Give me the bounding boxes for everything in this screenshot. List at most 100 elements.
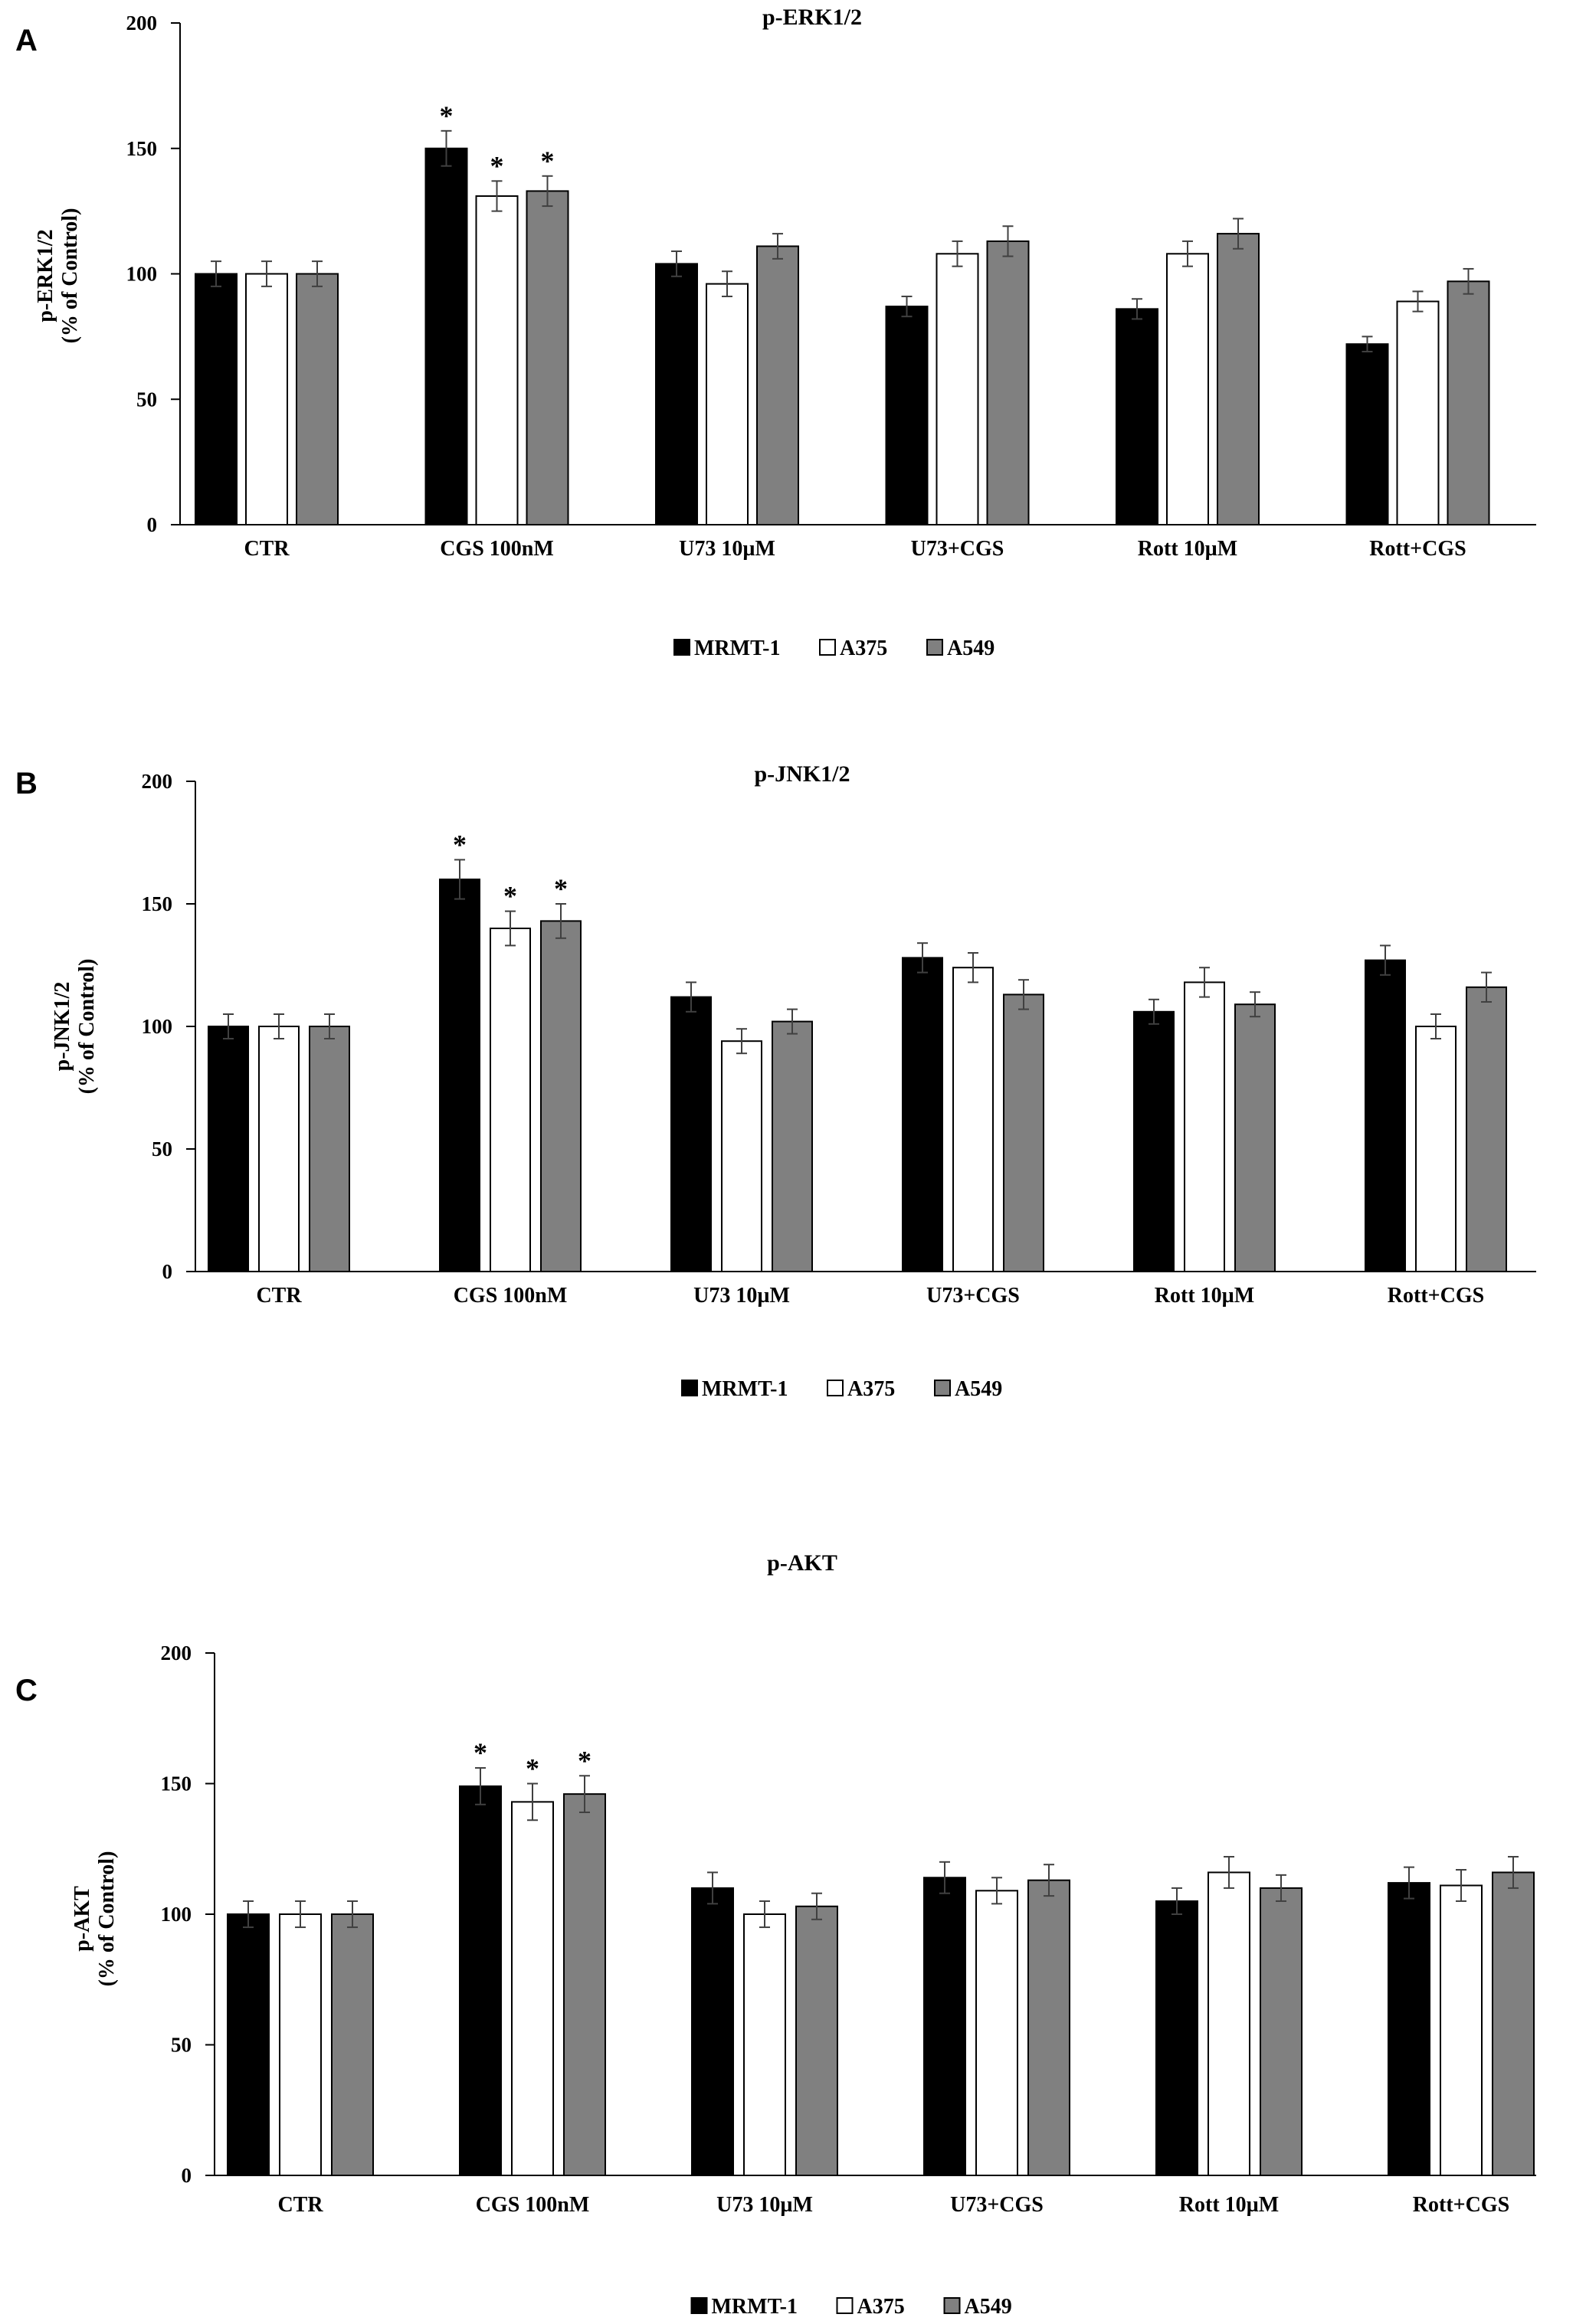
bar-a375 [490,928,531,1272]
x-tick-label: U73+CGS [911,537,1004,561]
x-tick-label: CTR [256,1284,302,1308]
y-axis-label-line: (% of Control) [95,1851,119,1987]
bar-a375 [245,273,288,525]
legend-label: MRMT-1 [694,637,781,660]
x-tick-label: U73 10µM [716,2193,813,2217]
significance-asterisk: * [490,150,504,181]
legend-label: A549 [955,1377,1002,1401]
bar-a549 [526,190,569,526]
bar-mrmt-1 [902,957,943,1273]
legend-label: MRMT-1 [712,2295,798,2319]
bar-a375 [743,1913,786,2176]
y-tick-label: 100 [142,1015,173,1038]
x-tick-label: Rott 10µM [1179,2193,1279,2217]
bar-a375 [721,1040,762,1272]
y-tick-label: 50 [171,2034,192,2057]
bar-a375 [952,967,994,1272]
x-tick-label: Rott 10µM [1138,537,1237,561]
x-tick-label: Rott+CGS [1413,2193,1509,2217]
legend-label: MRMT-1 [702,1377,788,1401]
legend-label: A549 [965,2295,1012,2319]
bar-mrmt-1 [227,1913,270,2176]
bar-a549 [1027,1879,1070,2176]
y-tick-label: 50 [152,1137,172,1160]
y-tick-label: 150 [161,1772,192,1795]
bar-a549 [756,245,799,525]
x-tick-label: CGS 100nM [454,1284,568,1308]
significance-asterisk: * [453,829,467,859]
legend: MRMT-1 A375 A549 [673,637,995,660]
x-tick-label: CTR [244,537,290,561]
bar-a549 [795,1905,838,2177]
bar-a549 [1447,280,1490,525]
legend-swatch-a375 [819,639,836,656]
bar-mrmt-1 [439,879,480,1272]
bar-mrmt-1 [459,1785,502,2176]
bar-mrmt-1 [691,1887,734,2176]
chart-title: p-JNK1/2 [754,761,850,787]
y-axis-label: p-AKT(% of Control) [70,1851,119,1987]
significance-asterisk: * [440,100,454,131]
legend-label: A375 [840,637,887,660]
significance-asterisk: * [474,1737,487,1768]
bar-a549 [772,1020,813,1272]
bar-a549 [1492,1871,1535,2176]
bar-mrmt-1 [923,1877,966,2176]
bar-mrmt-1 [424,147,468,525]
legend: MRMT-1 A375 A549 [681,1377,1002,1401]
legend-swatch-a375 [836,2297,854,2314]
x-tick-label: Rott 10µM [1155,1284,1254,1308]
bar-mrmt-1 [1345,343,1389,526]
significance-asterisk: * [578,1745,591,1776]
bar-mrmt-1 [655,263,698,525]
bar-a375 [279,1913,322,2176]
bar-a375 [1415,1026,1457,1272]
x-tick-label: U73 10µM [679,537,775,561]
bar-a549 [1234,1003,1276,1272]
bar-mrmt-1 [1116,308,1158,525]
bar-a549 [309,1026,350,1272]
bar-a549 [1217,233,1260,525]
bar-mrmt-1 [1155,1900,1198,2176]
y-axis-label-line: (% of Control) [75,959,99,1095]
x-tick-label: Rott+CGS [1388,1284,1484,1308]
bar-a375 [1166,253,1209,525]
chart-title: p-AKT [767,1550,837,1576]
x-tick-label: U73 10µM [693,1284,790,1308]
bar-a375 [1208,1871,1250,2176]
y-tick-label: 100 [126,263,158,286]
y-tick-label: 200 [142,770,173,793]
bar-mrmt-1 [670,996,712,1272]
legend-swatch-a549 [926,639,943,656]
x-tick-label: Rott+CGS [1369,537,1466,561]
y-axis-label-line: (% of Control) [58,208,82,344]
y-tick-label: 50 [136,388,157,411]
legend-label: A375 [847,1377,895,1401]
legend-swatch-a549 [943,2297,961,2314]
bar-a549 [1466,986,1507,1273]
y-tick-label: 0 [162,1260,173,1283]
legend-label: A375 [857,2295,905,2319]
bar-a375 [475,195,519,525]
bar-a549 [1003,993,1044,1273]
bar-a375 [1440,1884,1483,2176]
bar-a549 [986,240,1030,525]
bar-mrmt-1 [1365,959,1406,1272]
x-tick-label: U73+CGS [950,2193,1044,2217]
y-tick-label: 0 [182,2164,192,2187]
significance-asterisk: * [554,873,568,904]
y-tick-label: 100 [161,1903,192,1926]
bar-a549 [296,273,339,525]
bar-a549 [331,1913,374,2176]
x-tick-label: U73+CGS [926,1284,1020,1308]
bar-mrmt-1 [195,273,238,525]
y-tick-label: 0 [147,513,158,536]
y-axis-label-line: p-JNK1/2 [51,982,74,1072]
bar-a375 [258,1026,300,1272]
bar-a549 [1260,1887,1303,2176]
y-tick-label: 200 [126,11,158,34]
bar-a549 [540,920,582,1273]
bar-mrmt-1 [208,1026,249,1272]
